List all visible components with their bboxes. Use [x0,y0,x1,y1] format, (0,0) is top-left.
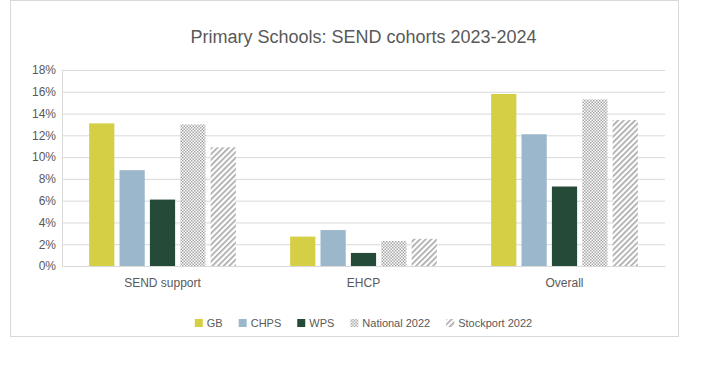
bars [89,94,638,266]
legend-item: National 2022 [350,317,430,329]
x-tick-label: SEND support [124,276,201,290]
bar [351,253,376,266]
bar [180,124,205,266]
chart: Primary Schools: SEND cohorts 2023-2024 0… [0,0,720,366]
bar [613,120,638,266]
y-axis-line [62,71,63,267]
y-tick: 10% [32,150,62,164]
y-tick-label: 18% [32,63,56,77]
bar [381,241,406,266]
legend-swatch [195,319,203,327]
title: Primary Schools: SEND cohorts 2023-2024 [190,27,536,47]
y-tick-label: 12% [32,129,56,143]
legend: GB CHPS WPS National 2022 Stockport 2022 [195,317,532,329]
y-tick-label: 4% [39,216,57,230]
bar [552,187,577,266]
chart-frame [11,1,679,337]
y-axis: 0% 2% 4% 6% 8% 10% 12% 14% 16% 18% [32,63,63,273]
legend-label: GB [207,317,223,329]
series-bars [211,120,638,266]
y-tick-label: 6% [39,194,57,208]
series-bars [89,94,516,266]
x-axis: SEND support EHCP Overall [63,266,666,290]
y-tick-label: 16% [32,85,56,99]
y-tick: 14% [32,107,62,121]
plot: 0% 2% 4% 6% 8% 10% 12% 14% 16% 18% SEND support EHC… [32,63,666,289]
bar [211,147,236,266]
y-tick: 4% [39,216,62,230]
grid-line [62,135,665,136]
x-axis-line [63,266,666,267]
bar [120,170,145,266]
legend-item: GB [195,317,223,329]
bar [290,237,315,266]
y-tick-label: 14% [32,107,56,121]
legend-label: Stockport 2022 [458,317,532,329]
x-tick: Overall [545,266,583,290]
y-tick: 16% [32,85,62,99]
bar [89,123,114,266]
legend-swatch [297,319,305,327]
y-tick-label: 8% [39,172,57,186]
legend-label: WPS [309,317,334,329]
grid-line [62,157,665,158]
grid-line [62,114,665,115]
x-tick: EHCP [347,266,380,290]
x-tick-label: Overall [545,276,583,290]
grid-line [62,179,665,180]
grid [62,71,665,267]
bar [321,230,346,266]
legend-item: Stockport 2022 [446,317,532,329]
bar [412,239,437,266]
y-tick: 18% [32,63,62,77]
grid-line [62,266,665,267]
y-tick: 8% [39,172,62,186]
y-tick-label: 2% [39,238,57,252]
x-tick-label: EHCP [347,276,380,290]
grid-line [62,92,665,93]
grid-line [62,70,665,71]
bar [150,200,175,266]
y-tick-label: 10% [32,150,56,164]
bar [491,94,516,266]
legend-swatch [446,319,454,327]
legend-item: WPS [297,317,334,329]
bar [582,99,607,266]
legend-item: CHPS [239,317,282,329]
x-tick: SEND support [124,266,201,290]
legend-swatch [350,319,358,327]
y-tick: 12% [32,129,62,143]
legend-label: National 2022 [362,317,430,329]
bar [522,134,547,266]
y-tick: 2% [39,238,62,252]
y-tick: 6% [39,194,62,208]
legend-label: CHPS [251,317,282,329]
y-tick: 0% [39,259,62,273]
series-bars [180,99,607,266]
y-tick-label: 0% [39,259,57,273]
legend-swatch [239,319,247,327]
